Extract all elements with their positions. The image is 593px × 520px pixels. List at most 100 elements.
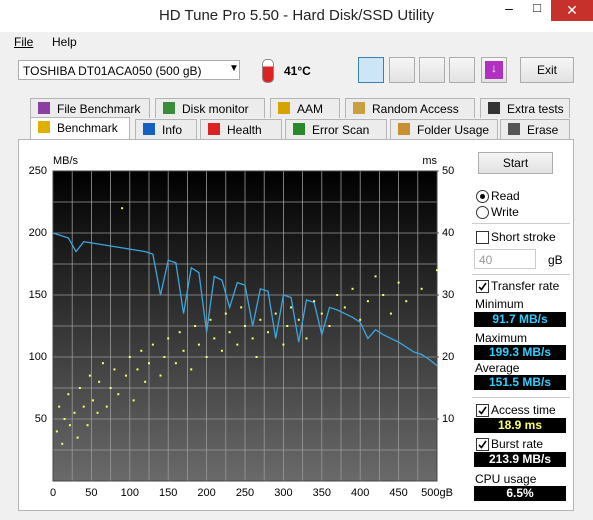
- maximum-label: Maximum: [475, 331, 528, 345]
- minimize-button[interactable]: –: [505, 0, 513, 16]
- access-time-point: [78, 387, 81, 389]
- tab-label: Benchmark: [57, 121, 118, 135]
- tab[interactable]: Random Access: [345, 98, 475, 118]
- transfer-rate-line: [52, 232, 438, 367]
- access-time-point: [148, 362, 150, 365]
- access-time-point: [67, 393, 70, 396]
- tab[interactable]: AAM: [270, 98, 340, 118]
- copy-info-button[interactable]: [389, 57, 415, 83]
- screenshot-button[interactable]: [419, 57, 445, 83]
- access-time-point: [351, 287, 354, 290]
- access-time-point: [167, 337, 170, 340]
- tab-label: Info: [162, 123, 183, 137]
- separator: [472, 397, 570, 398]
- access-time-point: [76, 436, 79, 439]
- tab[interactable]: Erase: [500, 119, 570, 139]
- access-time-point: [194, 325, 197, 327]
- y-tick-label: 250: [29, 165, 47, 177]
- tab[interactable]: File Benchmark: [30, 98, 150, 118]
- transfer-rate-label: Transfer rate: [491, 279, 560, 293]
- tab[interactable]: Health: [200, 119, 282, 139]
- access-time-point: [343, 306, 346, 309]
- menu-help[interactable]: Help: [52, 35, 77, 49]
- tab-icon: [398, 123, 410, 135]
- access-time-point: [61, 442, 64, 445]
- access-time-point: [297, 318, 300, 321]
- stroke-unit: gB: [548, 253, 563, 267]
- cpu-usage-value: 6.5%: [474, 486, 566, 501]
- access-time-point: [82, 405, 85, 408]
- access-time-point: [274, 312, 277, 315]
- burst-rate-checkbox[interactable]: [476, 438, 489, 451]
- average-value: 151.5 MB/s: [474, 375, 566, 390]
- tab-label: Disk monitor: [182, 102, 249, 116]
- tab-label: Folder Usage: [417, 123, 490, 137]
- x-tick-label: 150: [159, 487, 177, 499]
- tab-label: AAM: [297, 102, 324, 116]
- drive-select[interactable]: TOSHIBA DT01ACA050 (500 gB): [18, 60, 240, 80]
- tab[interactable]: Extra tests: [480, 98, 570, 118]
- transfer-rate-checkbox[interactable]: [476, 280, 489, 293]
- minimum-label: Minimum: [475, 297, 524, 311]
- access-time-point: [382, 294, 385, 296]
- access-time-point: [88, 374, 91, 377]
- access-time-point: [174, 362, 177, 365]
- access-time-point: [282, 343, 285, 346]
- access-time-point: [124, 374, 127, 377]
- access-time-point: [320, 312, 323, 315]
- plot-border: [52, 170, 438, 482]
- close-button[interactable]: ✕: [551, 0, 593, 21]
- tab-icon: [278, 102, 290, 114]
- separator: [472, 274, 570, 275]
- y2-axis-label: ms: [422, 155, 437, 167]
- access-time-point: [109, 387, 112, 389]
- x-tick-label: 400: [351, 487, 369, 499]
- dropdown-arrow: ▼: [229, 63, 239, 74]
- access-time-point: [251, 337, 254, 340]
- y-axis-label: MB/s: [53, 155, 79, 167]
- tab[interactable]: Disk monitor: [155, 98, 265, 118]
- x-tick-label: 500gB: [421, 487, 453, 499]
- access-time-point: [436, 269, 438, 272]
- read-radio[interactable]: [476, 190, 489, 203]
- y-tick-label: 150: [29, 289, 47, 301]
- exit-button[interactable]: Exit: [520, 57, 574, 83]
- access-time-point: [151, 343, 154, 346]
- access-time-checkbox[interactable]: [476, 404, 489, 417]
- tab[interactable]: Folder Usage: [390, 119, 498, 139]
- access-time-point: [197, 343, 200, 346]
- access-time-point: [63, 418, 66, 420]
- tab-icon: [488, 102, 500, 114]
- access-time-label: Access time: [491, 403, 556, 417]
- burst-rate-label: Burst rate: [491, 437, 544, 451]
- access-time-point: [205, 356, 208, 358]
- write-label: Write: [491, 205, 519, 219]
- access-time-point: [240, 306, 243, 309]
- copy-button[interactable]: [358, 57, 384, 83]
- tab[interactable]: Benchmark: [30, 117, 130, 139]
- stroke-input[interactable]: 40: [474, 249, 536, 269]
- save-button[interactable]: ↓: [481, 57, 507, 83]
- access-time-point: [420, 287, 423, 290]
- separator: [472, 223, 570, 224]
- short-stroke-label: Short stroke: [491, 230, 556, 244]
- y2-tick-label: 20: [442, 351, 454, 363]
- access-time-point: [140, 349, 143, 352]
- options-button[interactable]: [449, 57, 475, 83]
- access-time-value: 18.9 ms: [474, 418, 566, 433]
- access-time-point: [159, 374, 162, 377]
- write-radio[interactable]: [476, 206, 489, 219]
- start-button[interactable]: Start: [478, 152, 553, 174]
- y-tick-label: 100: [29, 351, 47, 363]
- maximize-button[interactable]: □: [533, 0, 541, 15]
- access-time-point: [86, 424, 89, 427]
- access-time-point: [55, 430, 58, 433]
- short-stroke-checkbox[interactable]: [476, 231, 489, 244]
- tab[interactable]: Error Scan: [285, 119, 387, 139]
- access-time-point: [101, 362, 104, 365]
- tab[interactable]: Info: [135, 119, 197, 139]
- access-time-point: [259, 318, 262, 321]
- menu-file[interactable]: File: [14, 35, 34, 49]
- access-time-point: [224, 312, 227, 315]
